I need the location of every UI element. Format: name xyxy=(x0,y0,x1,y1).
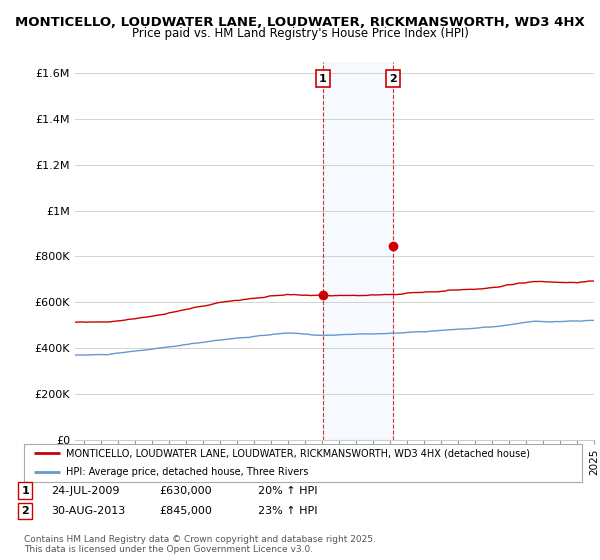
Text: 23% ↑ HPI: 23% ↑ HPI xyxy=(258,506,317,516)
Text: 30-AUG-2013: 30-AUG-2013 xyxy=(51,506,125,516)
Text: £630,000: £630,000 xyxy=(159,486,212,496)
Text: 1: 1 xyxy=(22,486,29,496)
Text: MONTICELLO, LOUDWATER LANE, LOUDWATER, RICKMANSWORTH, WD3 4HX: MONTICELLO, LOUDWATER LANE, LOUDWATER, R… xyxy=(15,16,585,29)
Text: Price paid vs. HM Land Registry's House Price Index (HPI): Price paid vs. HM Land Registry's House … xyxy=(131,27,469,40)
Text: 2: 2 xyxy=(22,506,29,516)
Text: 24-JUL-2009: 24-JUL-2009 xyxy=(51,486,119,496)
Text: Contains HM Land Registry data © Crown copyright and database right 2025.
This d: Contains HM Land Registry data © Crown c… xyxy=(24,535,376,554)
Text: 2: 2 xyxy=(389,73,397,83)
Text: 20% ↑ HPI: 20% ↑ HPI xyxy=(258,486,317,496)
Text: HPI: Average price, detached house, Three Rivers: HPI: Average price, detached house, Thre… xyxy=(66,467,308,477)
Text: 1: 1 xyxy=(319,73,326,83)
Bar xyxy=(323,62,392,440)
Text: £845,000: £845,000 xyxy=(159,506,212,516)
Text: MONTICELLO, LOUDWATER LANE, LOUDWATER, RICKMANSWORTH, WD3 4HX (detached house): MONTICELLO, LOUDWATER LANE, LOUDWATER, R… xyxy=(66,448,530,458)
